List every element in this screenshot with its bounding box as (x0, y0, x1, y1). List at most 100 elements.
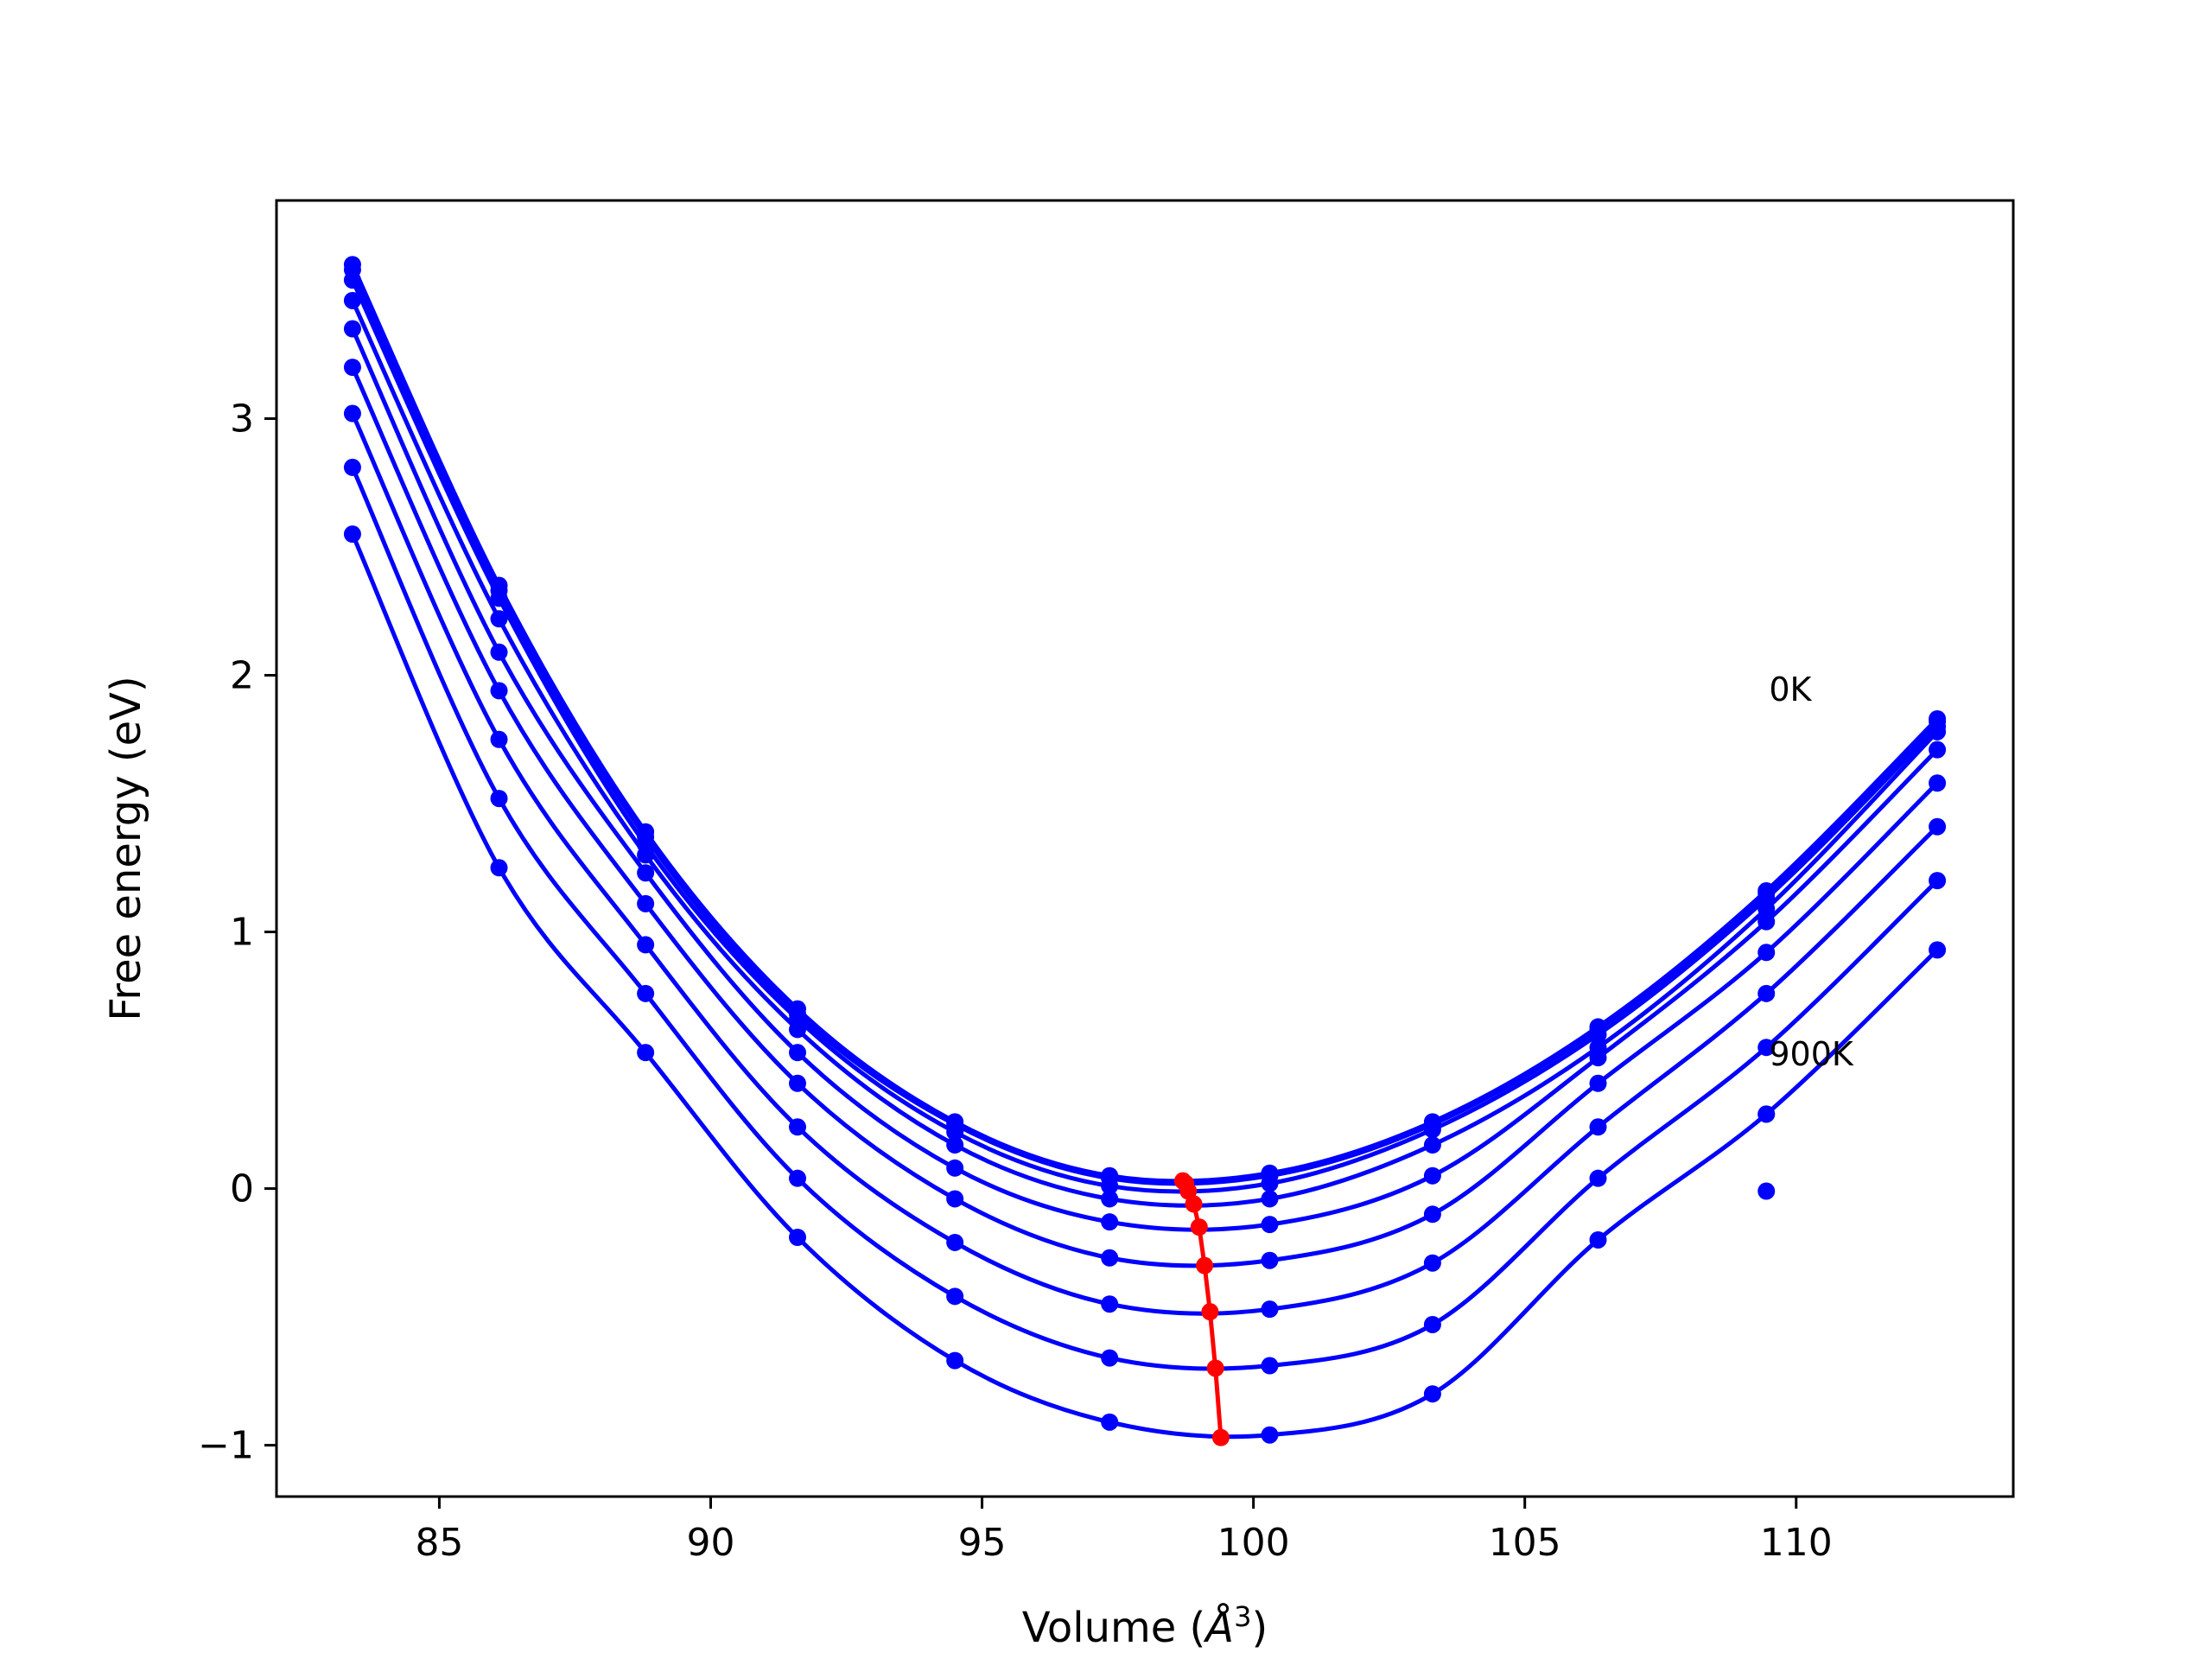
curve-3-point-1 (490, 610, 508, 628)
x-axis-label-symbol: Å (1203, 1603, 1234, 1652)
curve-8-extra-point-0 (1758, 1182, 1776, 1200)
x-tick-label-1: 90 (687, 1521, 735, 1565)
curve-8-point-1 (490, 859, 508, 877)
y-axis-ticks: −1 0 1 2 3 (198, 397, 276, 1468)
x-axis-label-text: Volume ( (1022, 1604, 1206, 1652)
curve-7-point-0 (343, 458, 361, 476)
curve-4-point-2 (637, 864, 655, 882)
curve-4-point-4 (946, 1159, 964, 1177)
curve-group (350, 264, 1939, 1440)
curve-6-point-5 (1101, 1295, 1119, 1313)
curve-6-point-10 (1929, 817, 1947, 836)
y-tick-label-4: 3 (230, 397, 254, 441)
curve-8 (350, 533, 1939, 1440)
curve-1 (350, 269, 1939, 1186)
curve-8-point-7 (1423, 1385, 1441, 1403)
curve-4-point-9 (1758, 912, 1776, 931)
curve-5-point-2 (637, 894, 655, 912)
curve-3-point-0 (343, 291, 361, 309)
curve-8-point-6 (1261, 1426, 1279, 1444)
curve-7-point-1 (490, 790, 508, 808)
curve-3-point-2 (637, 846, 655, 864)
curve-8-point-4 (946, 1351, 964, 1370)
curve-6-point-9 (1758, 984, 1776, 1002)
minimum-line-group (1173, 1172, 1230, 1446)
curve-5-point-6 (1261, 1251, 1279, 1269)
curve-4-point-0 (343, 320, 361, 338)
minimum-point-6 (1201, 1303, 1219, 1321)
curve-5-point-0 (343, 359, 361, 377)
x-axis-label-end: ) (1251, 1604, 1268, 1652)
curve-2-point-8 (1589, 1026, 1607, 1044)
curve-8-point-3 (789, 1229, 806, 1246)
curve-7 (350, 466, 1939, 1371)
curve-2-point-1 (490, 589, 508, 607)
curve-6-point-1 (490, 730, 508, 748)
curve-7-point-9 (1758, 1039, 1776, 1057)
curve-8-point-5 (1101, 1413, 1119, 1431)
curve-8-point-0 (343, 525, 361, 543)
curve-4-point-10 (1929, 741, 1947, 759)
curve-4 (350, 327, 1939, 1232)
curve-6-point-7 (1423, 1254, 1441, 1272)
curve-8-point-8 (1589, 1230, 1607, 1249)
curve-7-point-5 (1101, 1349, 1119, 1367)
x-tick-label-4: 105 (1489, 1521, 1561, 1565)
curve-2-point-4 (946, 1123, 964, 1141)
curve-6-point-2 (637, 936, 655, 954)
curve-5-point-4 (946, 1190, 964, 1208)
minimum-point-7 (1206, 1359, 1224, 1377)
curve-3-point-6 (1261, 1190, 1279, 1208)
x-tick-label-3: 100 (1217, 1521, 1290, 1565)
x-axis-ticks: 85 90 95 100 105 110 (415, 1497, 1833, 1565)
curve-2-point-7 (1423, 1121, 1441, 1139)
x-tick-label-2: 95 (958, 1521, 1007, 1565)
minimum-point-8 (1211, 1428, 1230, 1446)
curve-5-point-1 (490, 682, 508, 700)
curve-2-point-0 (343, 271, 361, 289)
curve-7-point-7 (1423, 1315, 1441, 1333)
curve-4-point-3 (789, 1044, 806, 1062)
x-tick-label-5: 110 (1760, 1521, 1833, 1565)
point-group (343, 256, 1947, 1444)
y-tick-label-1: 0 (230, 1167, 254, 1211)
minimum-point-3 (1185, 1195, 1203, 1213)
curve-7-point-4 (946, 1287, 964, 1306)
y-axis-label: Free energy (eV) (102, 676, 150, 1020)
curve-8-point-10 (1929, 941, 1947, 959)
annotation-group: 0K 900K (1769, 671, 1854, 1073)
curve-4-point-7 (1423, 1166, 1441, 1185)
curve-5-point-5 (1101, 1249, 1119, 1267)
curve-5-point-10 (1929, 774, 1947, 792)
curve-3-point-3 (789, 1020, 806, 1039)
curve-5-point-3 (789, 1074, 806, 1092)
curve-6-point-8 (1589, 1118, 1607, 1136)
minimum-point-5 (1196, 1256, 1214, 1274)
curve-3-point-5 (1101, 1190, 1119, 1208)
curve-4-point-1 (490, 643, 508, 661)
curve-6-point-4 (946, 1233, 964, 1251)
curve-4-point-8 (1589, 1049, 1607, 1067)
curve-7-point-8 (1589, 1169, 1607, 1187)
y-tick-label-0: −1 (198, 1424, 254, 1468)
curve-3 (350, 299, 1939, 1208)
curve-4-point-5 (1101, 1213, 1119, 1231)
curve-8-point-2 (637, 1044, 655, 1062)
minimum-point-4 (1190, 1218, 1208, 1236)
curve-3-point-9 (1758, 899, 1776, 918)
x-tick-label-0: 85 (415, 1521, 463, 1565)
annotation-0: 0K (1769, 671, 1812, 709)
annotation-1: 900K (1769, 1035, 1854, 1073)
curve-7-point-6 (1261, 1357, 1279, 1375)
curve-4-point-6 (1261, 1216, 1279, 1234)
curve-3-point-10 (1929, 722, 1947, 741)
curve-3-point-7 (1423, 1136, 1441, 1154)
plot-frame (275, 199, 2015, 1498)
curve-7-point-3 (789, 1169, 806, 1187)
curve-6-point-6 (1261, 1300, 1279, 1319)
curve-5-point-8 (1589, 1074, 1607, 1092)
curve-2 (350, 279, 1939, 1194)
y-tick-label-3: 2 (230, 654, 254, 698)
